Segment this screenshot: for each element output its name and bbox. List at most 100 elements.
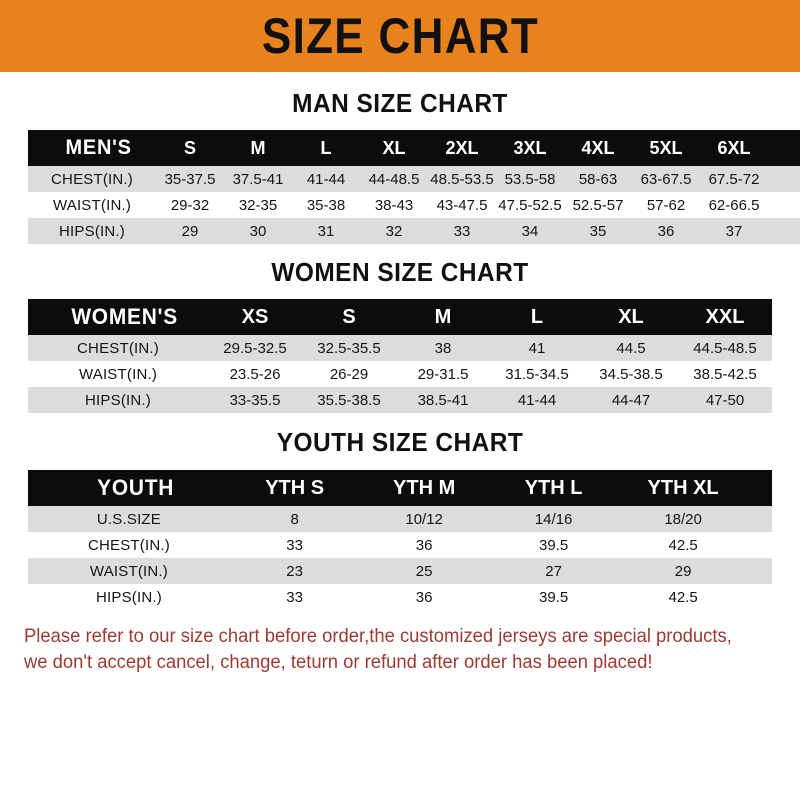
table-cell: 27	[545, 562, 562, 580]
women-size-col-5: XXL	[705, 305, 745, 328]
table-cell: 41-44	[517, 391, 557, 409]
man-size-col-6: 4XL	[581, 137, 615, 158]
table-cell: 31	[317, 222, 335, 240]
table-cell: 41-44	[306, 170, 346, 188]
table-cell: 63-67.5	[640, 170, 692, 188]
table-row: WAIST(IN.) 29-32 32-35 35-38 38-43 43-47…	[28, 192, 800, 218]
man-header-spacer	[768, 130, 800, 166]
table-cell: 29-32	[170, 196, 210, 214]
table-cell: 10/12	[405, 510, 443, 528]
table-cell: 23	[286, 562, 303, 580]
table-cell-spacer	[768, 218, 800, 244]
table-cell: 23.5-26	[229, 365, 281, 383]
table-cell: 37.5-41	[232, 170, 284, 188]
table-cell: 47.5-52.5	[498, 196, 562, 214]
women-size-col-0: XS	[241, 305, 269, 328]
man-table-body: CHEST(IN.) 35-37.5 37.5-41 41-44 44-48.5…	[28, 166, 800, 244]
man-table-header: MEN'S S M L XL 2XL 3XL 4XL 5XL 6XL	[28, 130, 800, 166]
man-size-col-7: 5XL	[649, 137, 683, 158]
youth-size-col-2: YTH L	[524, 476, 583, 499]
table-cell-spacer	[748, 558, 772, 584]
youth-corner-label: YOUTH	[97, 475, 175, 500]
women-table-header: WOMEN'S XS S M L XL XXL	[28, 299, 772, 335]
table-cell: 42.5	[668, 588, 698, 606]
table-cell: 37	[725, 222, 743, 240]
header-banner: SIZE CHART	[0, 0, 800, 72]
table-cell: 32-35	[238, 196, 278, 214]
man-size-table: MEN'S S M L XL 2XL 3XL 4XL 5XL 6XL CHEST…	[28, 130, 800, 244]
table-cell: 58-63	[578, 170, 618, 188]
table-cell: 38.5-42.5	[693, 365, 757, 383]
youth-table-body: U.S.SIZE 8 10/12 14/16 18/20 CHEST(IN.) …	[28, 506, 772, 610]
table-cell: 53.5-58	[504, 170, 556, 188]
youth-size-col-1: YTH M	[393, 476, 456, 499]
women-row-label-0: CHEST(IN.)	[77, 339, 159, 357]
man-size-table-wrap: MEN'S S M L XL 2XL 3XL 4XL 5XL 6XL CHEST…	[28, 130, 800, 244]
women-size-col-3: L	[530, 305, 544, 328]
table-cell: 8	[290, 510, 299, 528]
table-row: HIPS(IN.) 33-35.5 35.5-38.5 38.5-41 41-4…	[28, 387, 772, 413]
table-cell: 33	[286, 536, 303, 554]
table-cell: 25	[415, 562, 433, 580]
man-size-col-5: 3XL	[513, 137, 547, 158]
women-size-table: WOMEN'S XS S M L XL XXL CHEST(IN.) 29.5-…	[28, 299, 772, 413]
youth-section-title: YOUTH SIZE CHART	[276, 427, 524, 457]
page-title: SIZE CHART	[261, 8, 539, 64]
man-size-col-4: 2XL	[445, 137, 479, 158]
table-cell: 38.5-41	[417, 391, 469, 409]
table-header-row: WOMEN'S XS S M L XL XXL	[28, 299, 772, 335]
table-row: WAIST(IN.) 23.5-26 26-29 29-31.5 31.5-34…	[28, 361, 772, 387]
table-cell: 33	[453, 222, 471, 240]
table-cell: 32	[385, 222, 403, 240]
table-cell: 35	[589, 222, 607, 240]
table-cell: 34	[521, 222, 539, 240]
table-cell: 41	[528, 339, 546, 357]
table-cell: 33-35.5	[229, 391, 281, 409]
table-cell: 67.5-72	[708, 170, 760, 188]
man-row-label-1: WAIST(IN.)	[52, 196, 132, 214]
table-cell: 30	[249, 222, 267, 240]
table-cell: 38-43	[374, 196, 414, 214]
table-cell: 34.5-38.5	[599, 365, 663, 383]
table-cell: 35.5-38.5	[317, 391, 381, 409]
table-cell: 47-50	[705, 391, 745, 409]
table-cell: 52.5-57	[572, 196, 624, 214]
table-cell: 35-38	[306, 196, 346, 214]
women-size-table-wrap: WOMEN'S XS S M L XL XXL CHEST(IN.) 29.5-…	[28, 299, 772, 413]
women-row-label-2: HIPS(IN.)	[85, 391, 151, 409]
table-row: HIPS(IN.) 33 36 39.5 42.5	[28, 584, 772, 610]
table-cell: 33	[286, 588, 303, 606]
man-row-label-0: CHEST(IN.)	[51, 170, 133, 188]
women-size-col-4: XL	[618, 305, 644, 328]
table-cell: 18/20	[664, 510, 702, 528]
table-cell: 35-37.5	[164, 170, 216, 188]
table-cell: 36	[657, 222, 675, 240]
table-cell: 29.5-32.5	[223, 339, 287, 357]
table-cell: 43-47.5	[436, 196, 488, 214]
man-size-col-8: 6XL	[717, 137, 751, 158]
table-cell: 31.5-34.5	[505, 365, 569, 383]
man-section-title: MAN SIZE CHART	[292, 88, 508, 118]
table-cell: 26-29	[329, 365, 369, 383]
youth-row-label-3: HIPS(IN.)	[95, 588, 162, 606]
table-cell-spacer	[748, 506, 772, 532]
man-size-col-3: XL	[382, 137, 406, 158]
table-cell: 48.5-53.5	[430, 170, 494, 188]
table-cell: 36	[415, 536, 433, 554]
women-row-label-1: WAIST(IN.)	[78, 365, 158, 383]
table-row: WAIST(IN.) 23 25 27 29	[28, 558, 772, 584]
man-size-col-0: S	[183, 137, 196, 158]
youth-size-col-3: YTH XL	[647, 476, 719, 499]
youth-header-spacer	[748, 470, 772, 506]
table-header-row: YOUTH YTH S YTH M YTH L YTH XL	[28, 470, 772, 506]
youth-table-header: YOUTH YTH S YTH M YTH L YTH XL	[28, 470, 772, 506]
table-cell-spacer	[748, 532, 772, 558]
man-row-label-2: HIPS(IN.)	[59, 222, 125, 240]
table-cell-spacer	[748, 584, 772, 610]
table-cell: 39.5	[539, 588, 569, 606]
table-cell: 42.5	[668, 536, 698, 554]
table-row: HIPS(IN.) 29 30 31 32 33 34 35 36 37	[28, 218, 800, 244]
table-cell: 36	[415, 588, 433, 606]
youth-row-label-1: CHEST(IN.)	[87, 536, 170, 554]
